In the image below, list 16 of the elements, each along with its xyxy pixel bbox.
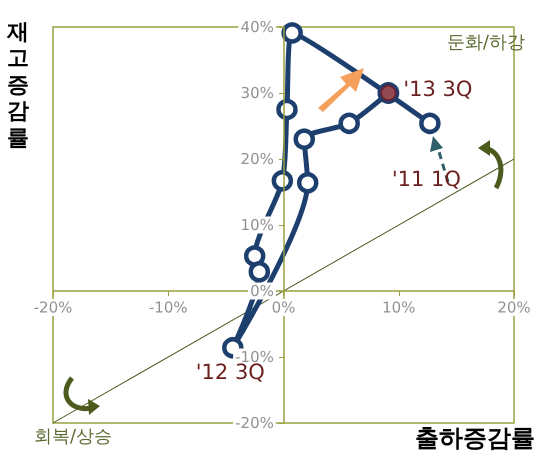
y-tick-label: 30% [240,84,274,102]
y-tick-label: 20% [240,150,274,168]
y-tick-label: 0% [250,282,274,300]
x-tick-label: -10% [148,298,188,316]
y-axis-title: 재고증감률 [6,20,30,152]
x-tick-label: 10% [382,298,416,316]
x-tick-label: 0% [272,298,296,316]
y-tick-label: -20% [235,414,274,432]
annotation: '13 3Q [403,77,472,101]
y-tick-label: 40% [240,18,274,36]
annotation: '11 1Q [392,167,461,192]
x-tick-label: -20% [34,298,72,316]
x-axis-title: 출하증감률 [415,423,535,454]
y-tick-label: 10% [240,216,274,234]
x-tick-label: 20% [497,298,531,316]
text: 회복/상승 [34,425,112,448]
